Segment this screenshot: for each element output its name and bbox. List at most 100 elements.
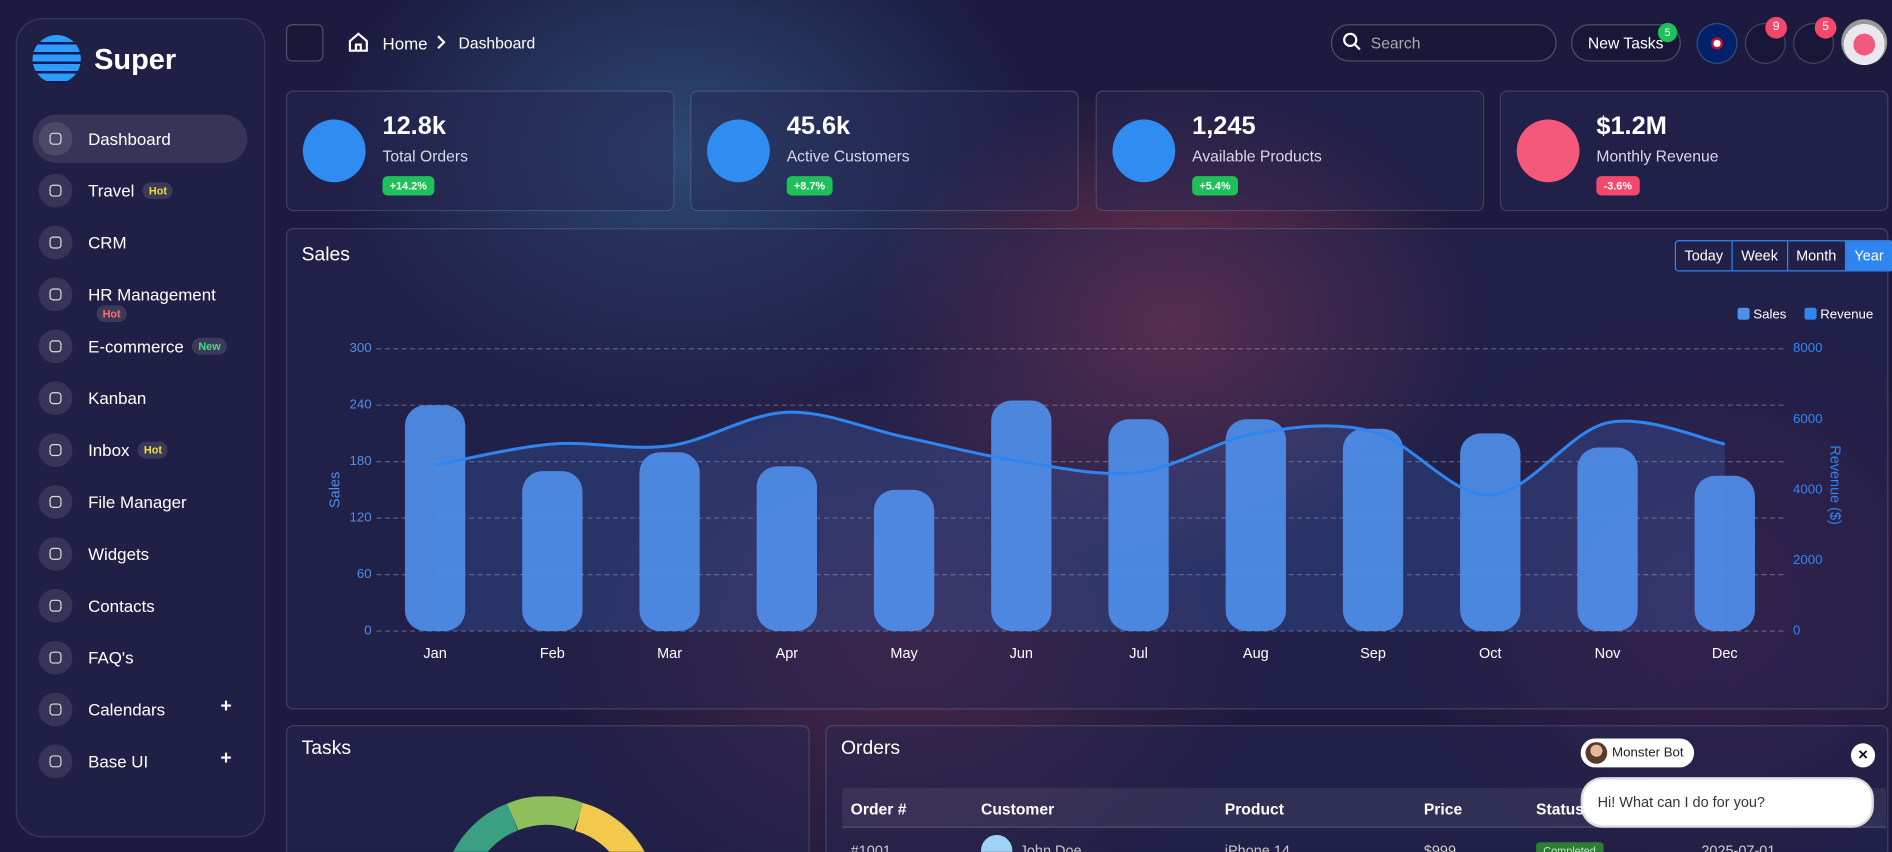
brand: Super [94, 43, 177, 77]
bot-name: Monster Bot [1612, 745, 1684, 761]
y2-tick-label: 4000 [1793, 481, 1823, 496]
table-cell: iPhone 14 [1224, 842, 1290, 852]
y-tick-label: 120 [350, 510, 372, 525]
logo [32, 34, 81, 84]
stat-icon [302, 119, 366, 183]
period-button[interactable]: Year [1845, 241, 1892, 271]
menu-toggle[interactable] [285, 24, 324, 62]
new-tasks-label: New Tasks [1587, 33, 1664, 52]
stat-card: $1.2M Monthly Revenue -3.6% [1499, 90, 1889, 212]
nav-label-wrap: Base UI [88, 752, 148, 771]
nav-label: Widgets [88, 544, 150, 564]
x-tick-label: Mar [657, 646, 682, 662]
search-box[interactable] [1330, 24, 1557, 62]
customer-avatar [980, 834, 1013, 852]
nav-item[interactable]: Travel Hot [33, 167, 248, 215]
nav-item[interactable]: File Manager [33, 478, 248, 526]
nav-item[interactable]: Dashboard [32, 114, 248, 163]
nav-item[interactable]: FAQ's [33, 633, 248, 681]
nav-item[interactable]: Contacts [33, 582, 248, 630]
x-tick-label: Jan [423, 646, 446, 662]
stat-label: Total Orders [382, 147, 468, 166]
nav-item[interactable]: Base UI + [33, 737, 248, 785]
nav-item[interactable]: Kanban [33, 374, 248, 422]
stat-value: 45.6k [786, 112, 851, 140]
nav-item[interactable]: E-commerce New [33, 322, 248, 370]
bar [1577, 447, 1638, 632]
chart-title: Sales [301, 244, 350, 266]
search-icon [1343, 32, 1361, 51]
y2-tick-label: 2000 [1793, 552, 1823, 567]
table-header-cell: Status [1536, 799, 1584, 819]
y-tick-label: 0 [364, 623, 371, 638]
tasks-title: Tasks [301, 738, 352, 759]
stat-change: +14.2% [382, 176, 435, 196]
language-button[interactable] [1696, 22, 1738, 64]
table-cell: #1001 [850, 842, 891, 852]
nav-label: Inbox [88, 440, 130, 460]
nav-icon [38, 536, 73, 571]
y2-tick-label: 8000 [1793, 340, 1823, 355]
sidebar [15, 18, 266, 838]
stat-icon [1516, 119, 1580, 183]
nav-badge: Hot [96, 305, 127, 323]
nav-label-wrap: Calendars [88, 700, 165, 719]
tasks-donut [453, 796, 645, 852]
notification-count: 5 [1814, 16, 1837, 39]
nav-label-wrap: FAQ's [88, 648, 133, 667]
revenue-area [435, 412, 1725, 632]
chat-bubble[interactable] [1580, 777, 1874, 828]
nav-label: HR Management [88, 284, 216, 305]
y-tick-label: 300 [350, 340, 372, 355]
bar [756, 466, 817, 632]
period-button[interactable]: Month [1788, 241, 1846, 271]
nav-item[interactable]: Calendars + [33, 685, 248, 733]
x-tick-label: Sep [1360, 646, 1386, 662]
nav-label: E-commerce [88, 336, 184, 356]
y-tick-label: 240 [350, 397, 372, 412]
nav-item[interactable]: Widgets [33, 530, 248, 578]
new-tasks-count: 5 [1657, 22, 1678, 43]
nav-label-wrap: File Manager [88, 492, 187, 511]
table-header-cell: Order # [850, 799, 907, 819]
period-button[interactable]: Today [1676, 241, 1733, 271]
nav-icon [38, 121, 73, 156]
nav-toggle[interactable]: + [220, 748, 232, 769]
chat-close[interactable]: × [1850, 743, 1876, 768]
x-tick-label: Jul [1129, 646, 1148, 662]
nav-icon [38, 692, 73, 727]
nav-label-wrap: HR ManagementHot [88, 285, 247, 324]
y-tick-label: 180 [350, 453, 372, 468]
nav-icon [38, 485, 73, 519]
nav-item[interactable]: HR ManagementHot [33, 270, 248, 323]
period-button[interactable]: Week [1733, 241, 1788, 271]
x-tick-label: Dec [1712, 646, 1738, 662]
nav-item[interactable]: CRM [33, 218, 248, 266]
sales-chart: 0 60 120 180 240 300 0 2000 4000 6000 8000 Sales Rev… [327, 306, 1873, 662]
nav-badge: Hot [142, 182, 174, 200]
cart-count: 9 [1765, 16, 1788, 39]
breadcrumb-current: Dashboard [458, 33, 536, 52]
nav-label: Calendars [88, 699, 166, 720]
avatar[interactable] [1841, 19, 1888, 66]
search-placeholder: Search [1370, 33, 1421, 52]
revenue-line [434, 410, 1726, 497]
nav-item[interactable]: Inbox Hot [33, 426, 248, 474]
home-icon [348, 32, 368, 52]
nav-label-wrap: Contacts [88, 596, 155, 615]
breadcrumb-home[interactable]: Home [382, 33, 428, 54]
x-tick-label: Jun [1010, 646, 1033, 662]
x-tick-label: Aug [1243, 646, 1269, 662]
table-cell: John Doe [1019, 842, 1082, 852]
tasks-panel [285, 725, 810, 852]
nav-icon [38, 381, 73, 416]
nav-label: CRM [88, 232, 127, 253]
table-header-cell: Price [1423, 799, 1463, 819]
nav-toggle[interactable]: + [220, 696, 232, 717]
y-tick-label: 60 [357, 566, 372, 581]
bar [1342, 428, 1404, 632]
stat-card: 12.8k Total Orders +14.2% [285, 90, 675, 212]
stat-change: -3.6% [1596, 176, 1640, 196]
